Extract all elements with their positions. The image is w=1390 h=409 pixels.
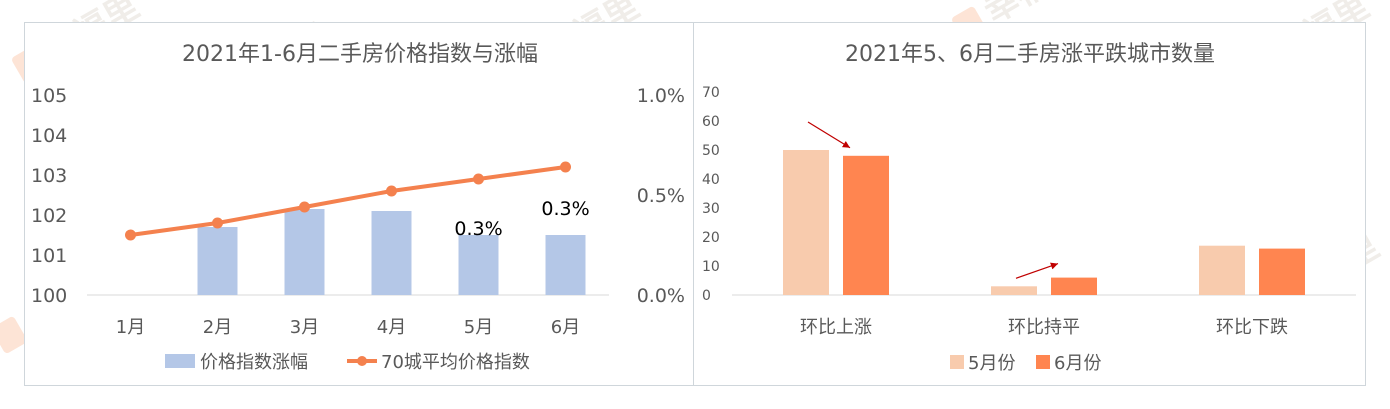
y-tick-label: 30 (702, 201, 720, 217)
bar-series (783, 150, 1305, 295)
y-tick-label: 70 (702, 85, 720, 101)
legend-swatch-june (1036, 355, 1050, 369)
x-tick-label: 6月 (551, 317, 580, 338)
price-index-chart: 2021年1-6月二手房价格指数与涨幅 100 101 102 103 104 105 0… (31, 42, 685, 373)
x-tick-label: 环比下跌 (1216, 317, 1288, 338)
x-tick-label: 1月 (116, 317, 145, 338)
line-point (386, 185, 397, 197)
bar-series (197, 209, 586, 295)
x-tick-label: 4月 (377, 317, 406, 338)
line-point (212, 217, 223, 229)
city-count-chart: 2021年5、6月二手房涨平跌城市数量 0 10 20 30 40 50 60 70 环比上涨… (702, 42, 1356, 374)
right-y-tick-label: 1.0% (637, 85, 685, 107)
left-y-axis: 100 101 102 103 104 105 (31, 85, 67, 307)
left-y-tick-label: 102 (31, 205, 67, 227)
left-y-tick-label: 101 (31, 245, 67, 267)
bar-june (843, 155, 889, 295)
y-tick-label: 10 (702, 259, 720, 275)
trend-arrows (807, 121, 1059, 279)
bar-index-change (284, 209, 325, 295)
bar-june (1051, 277, 1097, 295)
bar-may (991, 286, 1037, 295)
data-labels: 0.3% 0.3% (454, 198, 589, 240)
y-axis: 0 10 20 30 40 50 60 70 (702, 85, 720, 304)
x-tick-label: 5月 (464, 317, 493, 338)
line-point (473, 173, 484, 185)
bar-index-change (371, 211, 412, 295)
legend: 5月份 6月份 (950, 353, 1101, 374)
bar-index-change (545, 235, 586, 295)
bar-june (1259, 248, 1305, 295)
bar-index-change (197, 227, 238, 295)
y-tick-label: 50 (702, 143, 720, 159)
bar-index-change (458, 235, 499, 295)
legend-swatch-marker (357, 356, 367, 366)
legend-label: 70城平均价格指数 (381, 352, 530, 373)
y-tick-label: 40 (702, 172, 720, 188)
bar-may (783, 150, 829, 295)
left-y-tick-label: 100 (31, 285, 67, 307)
x-axis: 1月 2月 3月 4月 5月 6月 (116, 317, 580, 338)
watermark-logo-icon (0, 316, 27, 353)
left-y-tick-label: 103 (31, 165, 67, 187)
y-tick-label: 20 (702, 230, 720, 246)
legend-swatch-may (950, 355, 964, 369)
x-tick-label: 环比上涨 (800, 317, 872, 338)
legend-label: 6月份 (1054, 353, 1101, 374)
right-y-tick-label: 0.0% (637, 285, 685, 307)
chart-title: 2021年5、6月二手房涨平跌城市数量 (845, 42, 1215, 67)
line-point (560, 161, 571, 173)
bar-data-label: 0.3% (454, 218, 502, 240)
legend: 价格指数涨幅 70城平均价格指数 (165, 352, 530, 373)
x-tick-label: 2月 (203, 317, 232, 338)
right-y-axis: 0.0% 0.5% 1.0% (637, 85, 685, 307)
price-index-chart-panel: 2021年1-6月二手房价格指数与涨幅 100 101 102 103 104 105 0… (24, 22, 694, 386)
bar-data-label: 0.3% (541, 198, 589, 220)
line-point (299, 201, 310, 213)
x-axis: 环比上涨 环比持平 环比下跌 (800, 317, 1288, 338)
bar-may (1199, 245, 1245, 295)
left-y-tick-label: 104 (31, 125, 67, 147)
y-tick-label: 0 (702, 288, 711, 304)
city-count-chart-panel: 2021年5、6月二手房涨平跌城市数量 0 10 20 30 40 50 60 70 环比上涨… (694, 22, 1366, 386)
left-y-tick-label: 105 (31, 85, 67, 107)
line-avg-price-index (130, 165, 566, 237)
right-y-tick-label: 0.5% (637, 185, 685, 207)
x-tick-label: 3月 (290, 317, 319, 338)
trend-arrow (1015, 262, 1059, 279)
y-tick-label: 60 (702, 114, 720, 130)
legend-swatch-bar (165, 354, 195, 368)
chart-title: 2021年1-6月二手房价格指数与涨幅 (182, 42, 538, 67)
line-series (125, 161, 571, 241)
trend-arrow (807, 121, 851, 149)
x-tick-label: 环比持平 (1008, 317, 1080, 338)
legend-label: 5月份 (968, 353, 1015, 374)
line-point (125, 229, 136, 241)
legend-label: 价格指数涨幅 (200, 352, 308, 373)
